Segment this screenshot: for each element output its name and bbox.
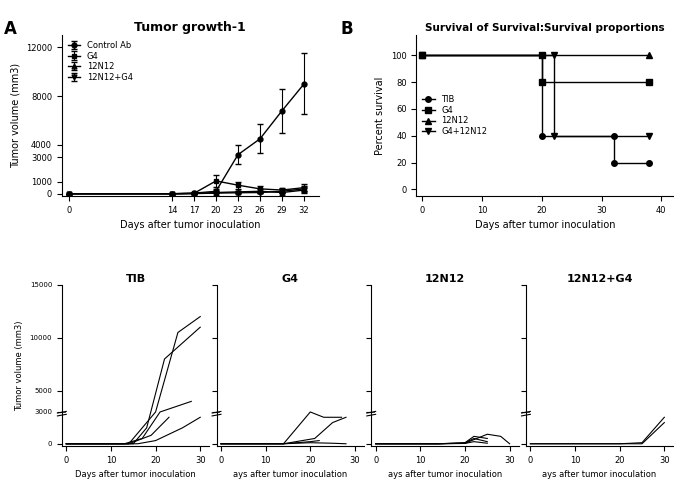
X-axis label: ays after tumor inoculation: ays after tumor inoculation (543, 470, 657, 479)
X-axis label: Days after tumor inoculation: Days after tumor inoculation (475, 220, 615, 230)
Title: G4: G4 (282, 274, 299, 284)
Title: 12N12+G4: 12N12+G4 (566, 274, 633, 284)
Title: 12N12: 12N12 (425, 274, 465, 284)
X-axis label: Days after tumor inoculation: Days after tumor inoculation (120, 220, 260, 230)
Line: G4: G4 (420, 53, 652, 85)
Text: B: B (340, 20, 352, 38)
Line: TIB: TIB (420, 53, 652, 165)
G4 (538, 79, 546, 85)
X-axis label: Days after tumor inoculation: Days after tumor inoculation (75, 470, 196, 479)
Text: A: A (3, 20, 16, 38)
Legend: Control Ab, G4, 12N12, 12N12+G4: Control Ab, G4, 12N12, 12N12+G4 (66, 39, 135, 84)
TIB (645, 160, 653, 166)
G4 (538, 52, 546, 58)
G4+12N12 (418, 52, 427, 58)
Title: TIB: TIB (126, 274, 146, 284)
G4 (418, 52, 427, 58)
G4+12N12 (550, 52, 558, 58)
G4+12N12 (645, 133, 653, 139)
Y-axis label: Tumor volume (mm3): Tumor volume (mm3) (15, 320, 24, 411)
TIB (609, 133, 618, 139)
Y-axis label: Tumor volume (mm3): Tumor volume (mm3) (10, 63, 21, 168)
TIB (609, 160, 618, 166)
G4+12N12 (550, 133, 558, 139)
Title: Survival of Survival:Survival proportions: Survival of Survival:Survival proportion… (425, 23, 664, 33)
TIB (418, 52, 427, 58)
TIB (538, 133, 546, 139)
Legend: TIB, G4, 12N12, G4+12N12: TIB, G4, 12N12, G4+12N12 (420, 94, 489, 138)
G4 (645, 79, 653, 85)
X-axis label: ays after tumor inoculation: ays after tumor inoculation (233, 470, 348, 479)
Title: Tumor growth-1: Tumor growth-1 (135, 21, 246, 34)
Line: G4+12N12: G4+12N12 (420, 53, 652, 139)
X-axis label: ays after tumor inoculation: ays after tumor inoculation (387, 470, 502, 479)
Y-axis label: Percent survival: Percent survival (375, 77, 385, 155)
TIB (538, 52, 546, 58)
